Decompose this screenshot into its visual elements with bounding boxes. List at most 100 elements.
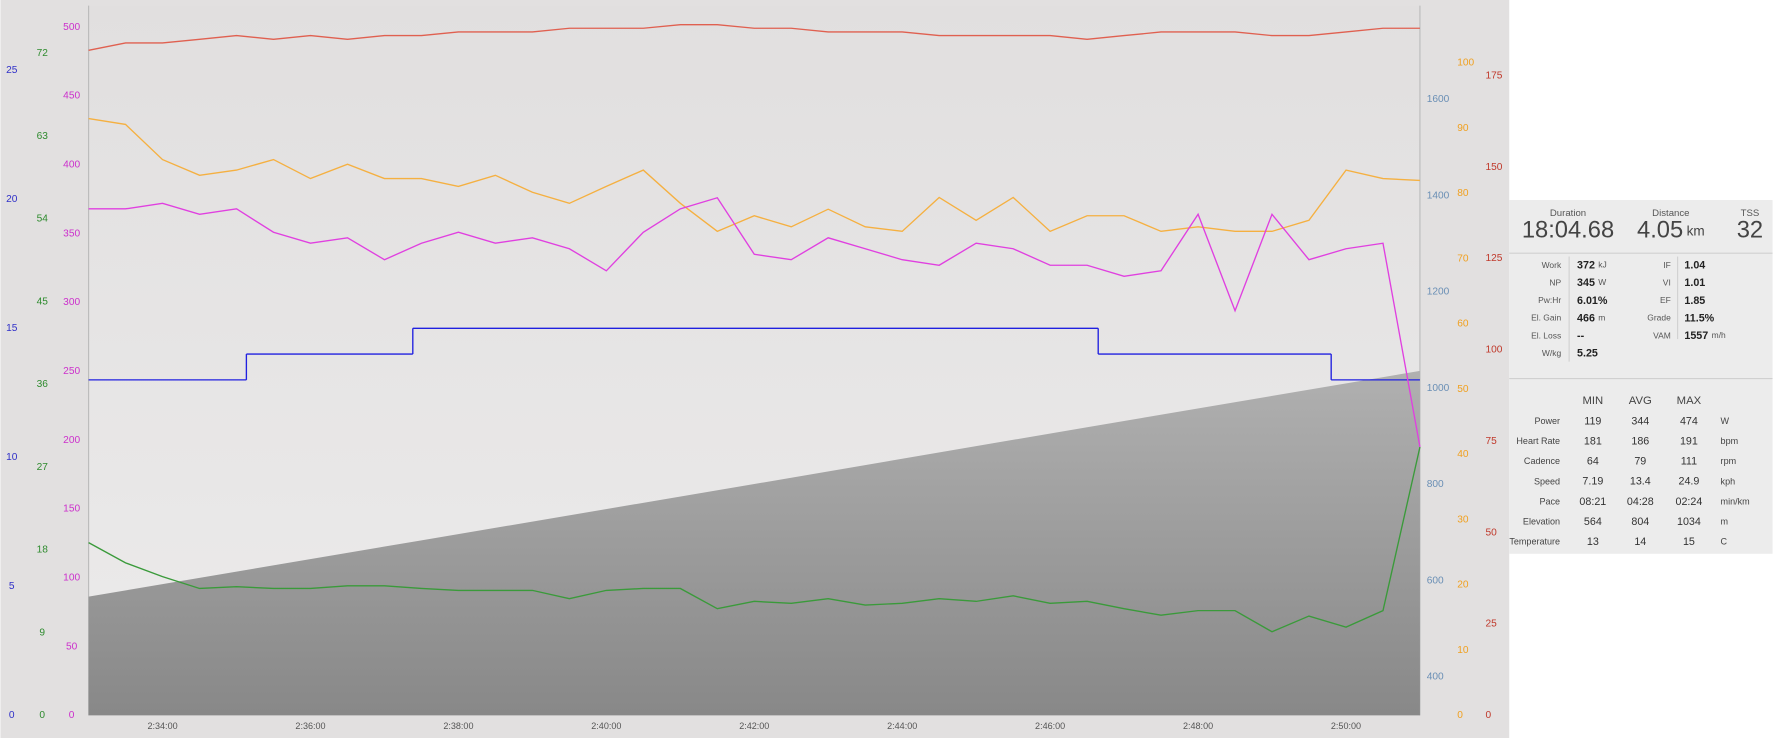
summary-panel — [1509, 200, 1773, 554]
y-tick-label: 125 — [1485, 253, 1502, 264]
metric-value: 1557 m/h — [1684, 330, 1726, 342]
y-tick-label: 150 — [63, 504, 80, 515]
series-line — [88, 196, 1421, 448]
y-tick-label: 50 — [66, 641, 78, 652]
metric-number: 6.01% — [1577, 295, 1608, 307]
y-tick-label: 50 — [1485, 527, 1497, 538]
column-header: AVG — [1629, 395, 1652, 407]
metric-label: Work — [1542, 260, 1562, 270]
row-label: Temperature — [1509, 537, 1560, 547]
metric-number: -- — [1577, 330, 1585, 342]
x-tick-label: 2:42:00 — [739, 721, 769, 731]
y-tick-label: 1200 — [1427, 287, 1450, 298]
y-tick-label: 450 — [63, 91, 80, 102]
metric-unit: m — [1598, 313, 1605, 323]
stat-number: 18:04.68 — [1522, 218, 1614, 244]
cell: 7.19 — [1582, 476, 1603, 488]
y-tick-label: 400 — [63, 159, 80, 170]
y-tick-label: 0 — [1485, 710, 1491, 721]
row-label: Cadence — [1524, 456, 1560, 466]
y-tick-label: 1000 — [1427, 383, 1450, 394]
y-tick-label: 90 — [1457, 123, 1469, 134]
metric-unit: kJ — [1598, 260, 1606, 270]
row-label: Pace — [1539, 496, 1560, 506]
metric-number: 11.5% — [1684, 312, 1714, 324]
metric-number: 466 — [1577, 312, 1595, 324]
metric-label: EF — [1660, 295, 1671, 305]
y-tick-label: 500 — [63, 22, 80, 33]
cell: 191 — [1680, 435, 1698, 447]
row-unit: min/km — [1721, 496, 1750, 506]
metric-unit: m/h — [1712, 330, 1726, 340]
elevation-area — [88, 370, 1420, 716]
x-tick-label: 2:50:00 — [1331, 721, 1361, 731]
y-tick-label: 20 — [6, 194, 18, 205]
y-tick-label: 27 — [37, 462, 49, 473]
metric-label: W/kg — [1542, 348, 1562, 358]
cell: 344 — [1631, 415, 1649, 427]
row-unit: bpm — [1721, 436, 1739, 446]
y-tick-label: 100 — [63, 572, 80, 583]
y-tick-label: 60 — [1457, 319, 1469, 330]
stat-label: TSS — [1741, 208, 1760, 219]
metric-label: IF — [1663, 260, 1671, 270]
y-tick-label: 36 — [37, 379, 49, 390]
y-tick-label: 75 — [1485, 436, 1497, 447]
stat-label: Distance — [1652, 208, 1689, 219]
row-label: Power — [1534, 416, 1560, 426]
stat-value: 32 — [1737, 218, 1763, 244]
cell: 14 — [1634, 536, 1646, 548]
y-tick-label: 600 — [1427, 575, 1444, 586]
metric-number: 372 — [1577, 259, 1595, 271]
metric-number: 1.01 — [1684, 277, 1705, 289]
x-tick-label: 2:38:00 — [443, 721, 473, 731]
column-header: MAX — [1677, 395, 1702, 407]
y-tick-label: 20 — [1457, 580, 1469, 591]
metric-label: El. Loss — [1531, 330, 1561, 340]
y-tick-label: 54 — [37, 214, 49, 225]
cell: 564 — [1584, 516, 1602, 528]
y-tick-label: 100 — [1457, 58, 1474, 69]
cell: 79 — [1634, 456, 1646, 468]
metric-value: 11.5% — [1684, 312, 1714, 324]
metric-label: NP — [1549, 277, 1561, 287]
cell: 04:28 — [1627, 496, 1654, 508]
column-header: MIN — [1582, 395, 1603, 407]
series-line — [88, 23, 1420, 51]
y-tick-label: 10 — [6, 452, 18, 463]
y-tick-label: 1400 — [1427, 190, 1450, 201]
x-tick-label: 2:36:00 — [295, 721, 325, 731]
y-tick-label: 18 — [37, 545, 49, 556]
y-tick-label: 25 — [1485, 619, 1497, 630]
y-tick-label: 70 — [1457, 253, 1469, 264]
metric-value: 1.04 — [1684, 259, 1705, 271]
y-tick-label: 15 — [6, 323, 18, 334]
cell: 13.4 — [1630, 476, 1651, 488]
x-tick-label: 2:46:00 — [1035, 721, 1065, 731]
stat-number: 4.05 — [1637, 218, 1683, 244]
row-unit: C — [1721, 537, 1728, 547]
x-tick-label: 2:44:00 — [887, 721, 917, 731]
y-tick-label: 350 — [63, 228, 80, 239]
metric-label: Grade — [1647, 313, 1671, 323]
row-unit: m — [1721, 517, 1729, 527]
metric-value: 1.01 — [1684, 277, 1705, 289]
row-unit: kph — [1721, 476, 1736, 486]
cell: 1034 — [1677, 516, 1701, 528]
stat-value: 4.05 km — [1637, 218, 1705, 244]
row-unit: rpm — [1721, 456, 1737, 466]
y-tick-label: 30 — [1457, 514, 1469, 525]
metric-number: 1.04 — [1684, 259, 1705, 271]
cell: 119 — [1584, 415, 1601, 427]
metric-number: 5.25 — [1577, 348, 1598, 360]
row-label: Heart Rate — [1516, 436, 1560, 446]
plot: 2:34:00 2:36:00 2:38:00 2:40:00 2:42:00 2:44:… — [6, 22, 1503, 731]
cell: 02:24 — [1676, 496, 1703, 508]
y-tick-label: 63 — [37, 131, 49, 142]
metric-number: 1.85 — [1684, 295, 1705, 307]
metric-number: 345 — [1577, 277, 1595, 289]
stat-value: 18:04.68 — [1522, 218, 1614, 244]
x-tick-label: 2:40:00 — [591, 721, 621, 731]
stat-label: Duration — [1550, 208, 1586, 219]
